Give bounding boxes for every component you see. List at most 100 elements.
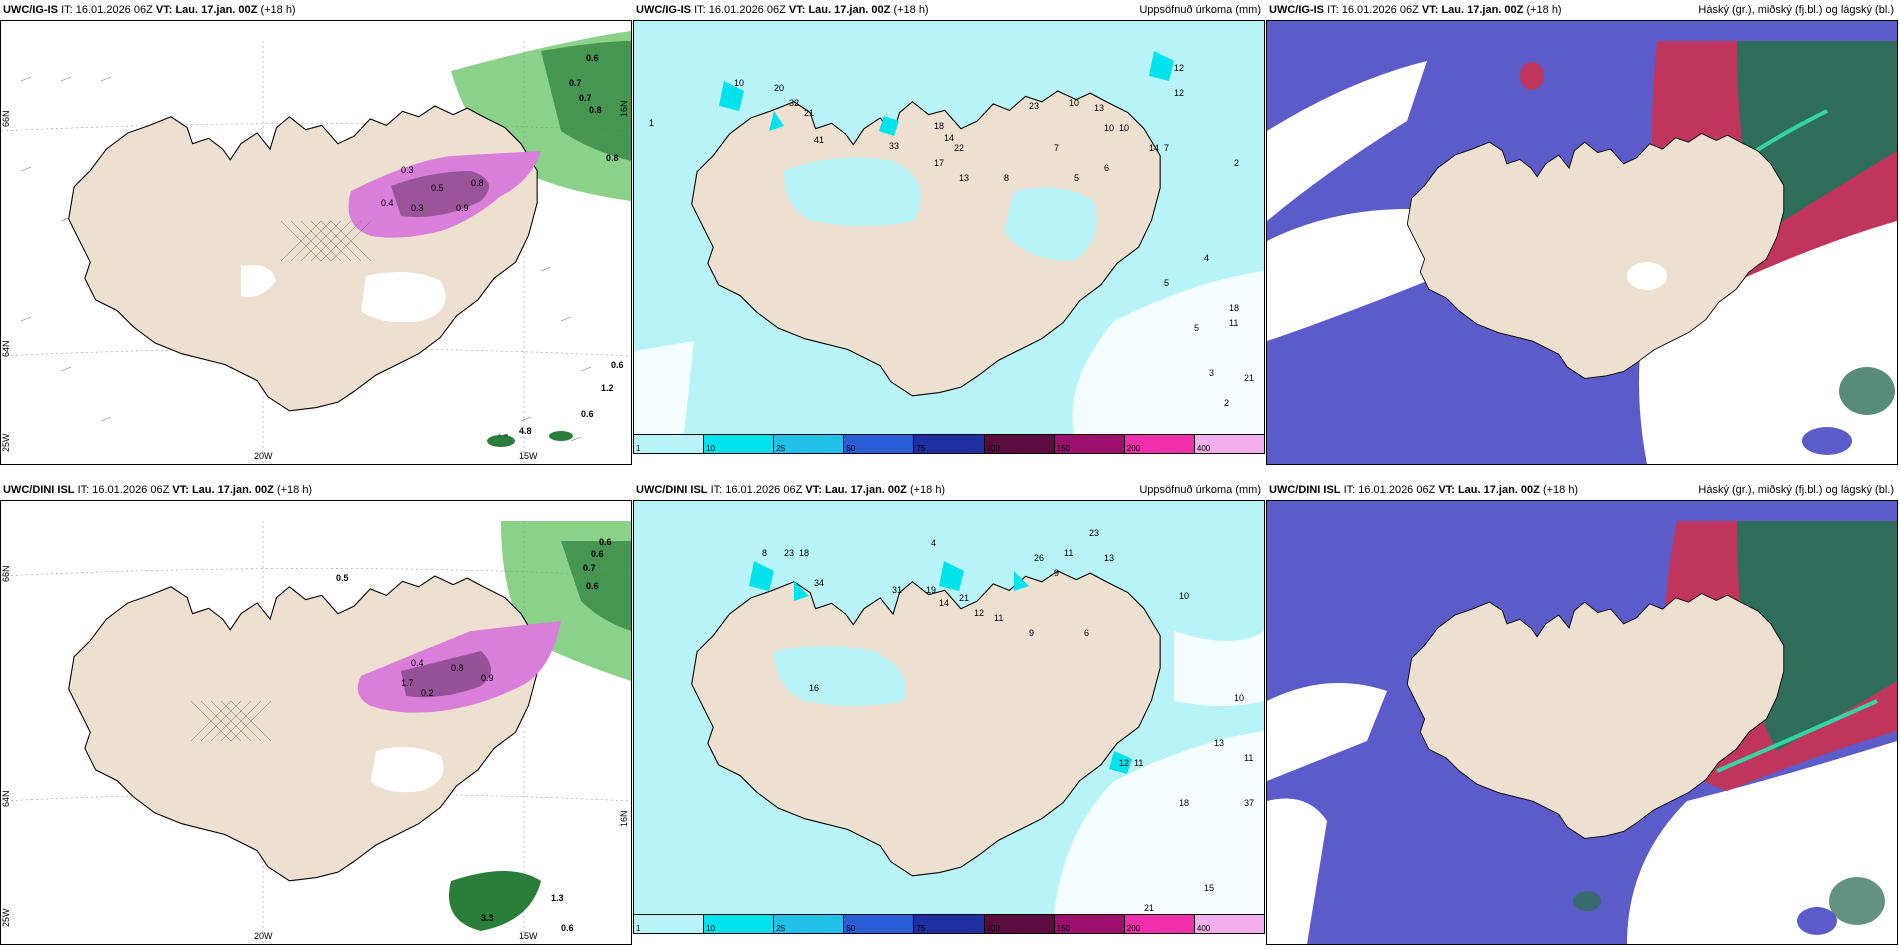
vt-label: VT: bbox=[172, 484, 189, 496]
snow-label: 0.8 bbox=[471, 178, 484, 188]
map-title: Uppsöfnuð úrkoma (mm) bbox=[1139, 4, 1261, 16]
precip-value: 4 bbox=[1204, 253, 1209, 263]
lat-label: 66N bbox=[1, 565, 11, 582]
snow-label: 0.3 bbox=[411, 203, 424, 213]
precip-map-svg: 10 20 32 21 41 33 18 14 22 17 23 10 13 1… bbox=[634, 21, 1264, 434]
precip-value: 18 bbox=[799, 548, 809, 558]
snow-label: 3.3 bbox=[481, 913, 494, 923]
colorbar-swatch: 150 bbox=[1054, 915, 1125, 933]
model-name: UWC/DINI ISL bbox=[3, 484, 75, 496]
precip-value: 34 bbox=[814, 578, 824, 588]
snow-label: 0.9 bbox=[481, 673, 494, 683]
it-value: 16.01.2026 06Z bbox=[708, 4, 786, 16]
lon-label: 15W bbox=[519, 451, 538, 461]
vt-label: VT: bbox=[788, 4, 806, 16]
precip-value: 13 bbox=[1214, 738, 1224, 748]
snow-label: 0.9 bbox=[456, 203, 469, 213]
snow-map[interactable]: 0.6 0.7 0.7 0.8 0.8 0.3 0.5 0.8 0.3 0.4 … bbox=[0, 20, 632, 465]
precip-value: 9 bbox=[1029, 628, 1034, 638]
it-value: 16.01.2026 06Z bbox=[75, 4, 153, 16]
precip-value: 33 bbox=[889, 141, 899, 151]
snow-label: 0.6 bbox=[586, 581, 599, 591]
snow-label: 0.7 bbox=[583, 563, 596, 573]
precip-value: 10 bbox=[1104, 123, 1114, 133]
precip-value: 2 bbox=[1234, 158, 1239, 168]
precip-value: 14 bbox=[939, 598, 949, 608]
snow-label: 0.7 bbox=[569, 78, 582, 88]
precip-value: 7 bbox=[1054, 143, 1059, 153]
precip-value: 10 bbox=[1234, 693, 1244, 703]
it-value: 16.01.2026 06Z bbox=[725, 484, 803, 496]
precip-value: 5 bbox=[1164, 278, 1169, 288]
precip-value: 9 bbox=[1054, 568, 1059, 578]
precip-value: 5 bbox=[1194, 323, 1199, 333]
colorbar-swatch: 400 bbox=[1194, 435, 1264, 453]
vt-value: Lau. 17.jan. 00Z bbox=[1441, 4, 1524, 16]
cloud-map-svg bbox=[1267, 501, 1897, 944]
colorbar-swatch: 100 bbox=[984, 435, 1055, 453]
lead-time: (+18 h) bbox=[1526, 4, 1562, 16]
colorbar-swatch: 10 bbox=[704, 915, 775, 933]
map-title: Háský (gr.), miðský (fj.bl.) og lágský (… bbox=[1698, 4, 1894, 16]
precip-value: 6 bbox=[1104, 163, 1109, 173]
precip-map[interactable]: 10 20 32 21 41 33 18 14 22 17 23 10 13 1… bbox=[633, 20, 1265, 435]
model-name: UWC/IG-IS bbox=[1269, 4, 1324, 16]
colorbar-swatch: 1 bbox=[634, 915, 705, 933]
model-name: UWC/DINI ISL bbox=[636, 484, 708, 496]
precip-value: 10 bbox=[1069, 98, 1079, 108]
precip-value: 3 bbox=[1209, 368, 1214, 378]
precip-value: 12 bbox=[1174, 88, 1184, 98]
lead-time: (+18 h) bbox=[1542, 484, 1579, 496]
snow-label: 0.6 bbox=[586, 53, 599, 63]
colorbar-swatch: 25 bbox=[774, 435, 845, 453]
colorbar-swatch: 1 bbox=[634, 435, 705, 453]
precip-value: 11 bbox=[1134, 758, 1143, 768]
panel-header: UWC/IG-IS IT: 16.01.2026 06Z VT: Lau. 17… bbox=[633, 0, 1265, 20]
cloud-map[interactable] bbox=[1266, 500, 1898, 945]
it-value: 16.01.2026 06Z bbox=[92, 484, 170, 496]
vt-value: Lau. 17.jan. 00Z bbox=[824, 484, 907, 496]
colorbar-swatch: 10 bbox=[704, 435, 775, 453]
colorbar-swatch: 50 bbox=[844, 435, 915, 453]
precip-map-svg: 8 23 18 34 4 31 19 14 21 26 11 23 13 9 1… bbox=[634, 501, 1264, 914]
vt-label: VT: bbox=[1421, 4, 1439, 16]
panel-bottom-left: UWC/DINI ISL IT: 16.01.2026 06Z VT: Lau.… bbox=[0, 480, 632, 945]
precip-value: 21 bbox=[804, 108, 814, 118]
snow-label: 0.4 bbox=[411, 658, 424, 668]
colorbar-swatch: 75 bbox=[914, 435, 985, 453]
precip-value: 37 bbox=[1244, 798, 1254, 808]
vt-label: VT: bbox=[805, 484, 822, 496]
snow-label: 0.6 bbox=[581, 409, 594, 419]
snow-map-svg: 0.6 0.7 0.7 0.8 0.8 0.3 0.5 0.8 0.3 0.4 … bbox=[1, 31, 631, 464]
colorbar-swatch: 200 bbox=[1124, 435, 1195, 453]
precip-value: 15 bbox=[1204, 883, 1214, 893]
vt-value: Lau. 17.jan. 00Z bbox=[808, 4, 891, 16]
lat-label: 25W bbox=[1, 908, 11, 927]
colorbar: 1 10 25 50 75 100 150 200 400 bbox=[633, 434, 1265, 454]
snow-label: 1.3 bbox=[551, 893, 564, 903]
colorbar-swatch: 150 bbox=[1054, 435, 1125, 453]
precip-value: 10 bbox=[1119, 123, 1129, 133]
snow-label: 0.5 bbox=[431, 183, 444, 193]
snow-label: 1.7 bbox=[401, 678, 414, 688]
precip-value: 23 bbox=[1089, 528, 1099, 538]
precip-map[interactable]: 8 23 18 34 4 31 19 14 21 26 11 23 13 9 1… bbox=[633, 500, 1265, 915]
lat-label: 66N bbox=[1, 110, 11, 127]
precip-value: 11 bbox=[1244, 753, 1253, 763]
panel-top-right: UWC/IG-IS IT: 16.01.2026 06Z VT: Lau. 17… bbox=[1266, 0, 1898, 465]
snow-label: 0.6 bbox=[611, 360, 624, 370]
panel-bottom-right: UWC/DINI ISL IT: 16.01.2026 06Z VT: Lau.… bbox=[1266, 480, 1898, 945]
panel-header: UWC/IG-IS IT: 16.01.2026 06Z VT: Lau. 17… bbox=[0, 0, 632, 20]
snow-map[interactable]: 0.6 0.6 0.7 0.6 0.5 0.4 0.8 0.9 0.2 1.3 … bbox=[0, 500, 632, 945]
panel-bottom-middle: UWC/DINI ISL IT: 16.01.2026 06Z VT: Lau.… bbox=[633, 480, 1265, 945]
lat-label: 64N bbox=[1, 790, 11, 807]
precip-value: 17 bbox=[934, 158, 944, 168]
cloud-map[interactable] bbox=[1266, 20, 1898, 465]
snow-label: 0.5 bbox=[336, 573, 349, 583]
cloud-map-svg bbox=[1267, 21, 1897, 464]
precip-value: 18 bbox=[1229, 303, 1239, 313]
panel-top-middle: UWC/IG-IS IT: 16.01.2026 06Z VT: Lau. 17… bbox=[633, 0, 1265, 465]
precip-value: 26 bbox=[1034, 553, 1044, 563]
precip-value: 12 bbox=[1174, 63, 1184, 73]
precip-value: 21 bbox=[1244, 373, 1254, 383]
